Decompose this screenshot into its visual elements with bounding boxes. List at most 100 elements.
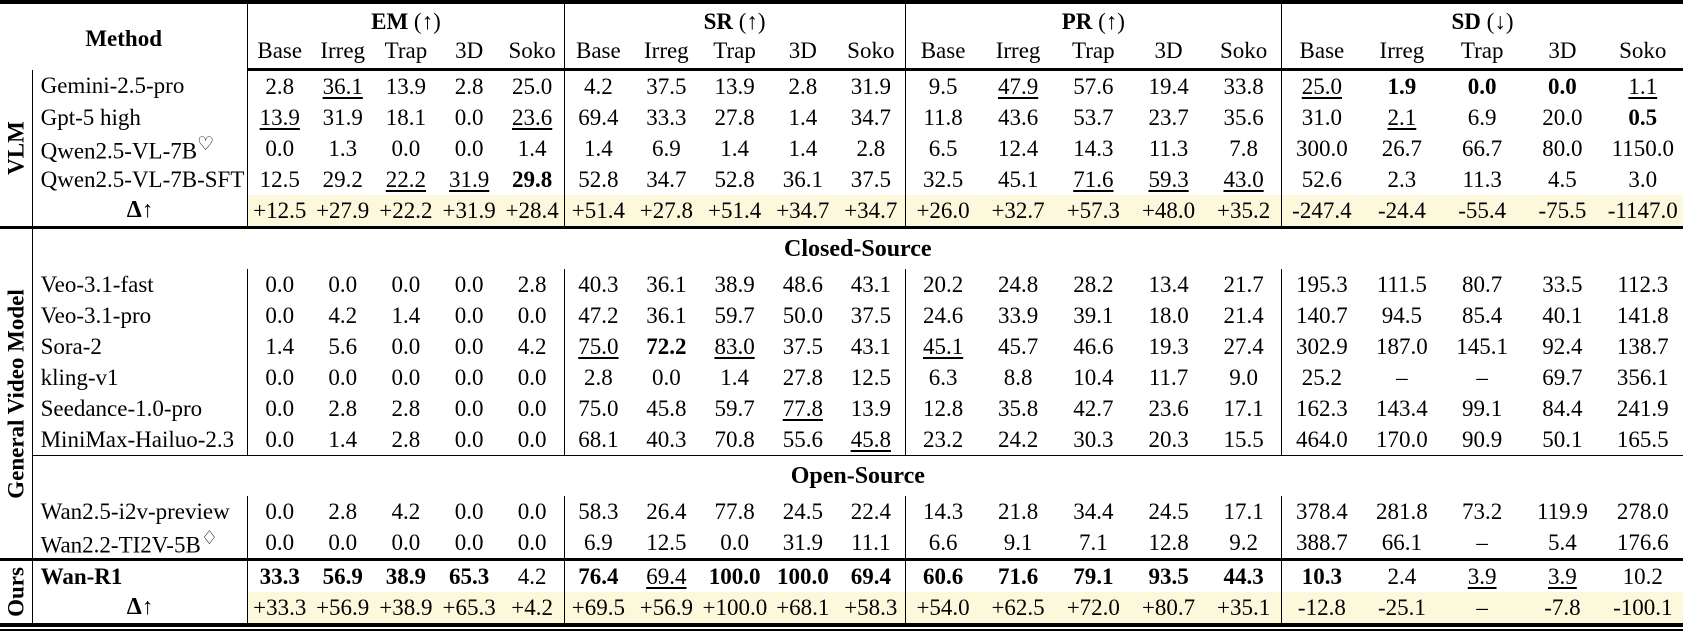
metric-cell: 388.7: [1280, 527, 1362, 560]
column-subheader-trap: Trap: [374, 36, 438, 71]
column-header-method: Method: [85, 25, 163, 51]
method-name: Veo-3.1-fast: [40, 271, 154, 297]
table-row: kling-v1 0.0 0.0 0.0 0.0 0.0 2.8 0.0 1.4 27.8 12.5…: [0, 362, 1683, 393]
metric-cell: 1.4: [247, 331, 312, 362]
metric-cell: 138.7: [1616, 333, 1669, 359]
metric-cell: 6.3: [904, 362, 981, 393]
section-vlm: VLM Gemini-2.5-pro 2.8 36.1 13.9 2.8 25.0 4.2 37…: [0, 69, 1683, 228]
metric-cell: 31.9: [449, 166, 490, 192]
metric-cell: 100.0: [700, 558, 769, 592]
metric-cell: 4.2: [328, 302, 358, 328]
metric-cell: 58.3: [563, 496, 633, 527]
metric-cell: 0.0: [517, 498, 547, 524]
metric-cell: 0.0: [517, 529, 547, 555]
metric-cell: 1.4: [391, 302, 421, 328]
metric-cell: 43.0: [1223, 166, 1264, 192]
metric-cell: 26.7: [1381, 135, 1423, 161]
metric-cell: 0.0: [517, 364, 547, 390]
metric-cell: 9.2: [1229, 529, 1258, 555]
metric-cell: 35.6: [1223, 104, 1264, 130]
metric-cell: +22.2: [374, 195, 438, 228]
metric-cell: 46.6: [1073, 333, 1114, 359]
metric-cell: +56.9: [311, 592, 375, 625]
metric-cell: +27.9: [311, 195, 375, 228]
metric-cell: 300.0: [1280, 133, 1362, 164]
metric-cell: 75.0: [563, 331, 633, 362]
metric-cell: 25.0: [512, 73, 553, 99]
metric-cell: 162.3: [1280, 393, 1362, 424]
table-header: Method EM (↑) SR (↑) PR (↑) SD (↓) Base I…: [0, 2, 1683, 71]
metric-cell: 12.8: [904, 393, 981, 424]
table-row: Seedance-1.0-pro 0.0 2.8 2.8 0.0 0.0 75.0 45.8 5…: [0, 393, 1683, 424]
column-subheader-base: Base: [904, 36, 981, 71]
metric-cell: 6.6: [904, 527, 981, 560]
metric-cell: 57.6: [1073, 73, 1114, 99]
metric-cell: 1.4: [788, 135, 818, 161]
metric-cell: 15.5: [1223, 426, 1264, 452]
metric-cell: +62.5: [980, 592, 1056, 625]
metric-cell: +34.7: [836, 195, 906, 228]
group-direction: (↓): [1486, 8, 1514, 34]
delta-row: Δ↑ +12.5 +27.9 +22.2 +31.9 +28.4 +51.4 +27.8 +51…: [0, 195, 1683, 228]
table-row: Wan2.5-i2v-preview 0.0 2.8 4.2 0.0 0.0 58.3 26.…: [0, 496, 1683, 527]
metric-cell: -75.5: [1522, 195, 1603, 228]
metric-cell: +12.5: [247, 195, 312, 228]
metric-cell: 119.9: [1536, 498, 1588, 524]
metric-cell: 24.5: [1148, 498, 1189, 524]
metric-cell: 45.1: [997, 166, 1039, 192]
method-name: Veo-3.1-pro: [40, 302, 152, 328]
metric-cell: -55.4: [1442, 195, 1523, 228]
metric-cell: 0.0: [391, 271, 421, 297]
metric-cell: +100.0: [700, 592, 769, 625]
metric-cell: 2.8: [563, 362, 633, 393]
metric-cell: 0.0: [247, 300, 312, 331]
metric-cell: 0.0: [247, 362, 312, 393]
metric-cell: +68.1: [768, 592, 837, 625]
metric-cell: 68.1: [563, 424, 633, 456]
section-general-video-model: General Video Model Closed-Source Veo-3.1-…: [0, 226, 1683, 560]
metric-cell: 69.7: [1542, 364, 1583, 390]
metric-cell: 36.1: [646, 302, 687, 328]
metric-cell: 72.2: [646, 333, 687, 359]
metric-cell: 53.7: [1073, 104, 1114, 130]
metric-cell: 13.9: [385, 73, 427, 99]
metric-cell: 111.5: [1376, 271, 1427, 297]
metric-cell: 50.0: [782, 302, 823, 328]
metric-cell: 33.3: [247, 558, 312, 592]
column-subheader-base: Base: [247, 36, 312, 71]
metric-cell: 13.4: [1148, 271, 1189, 297]
metric-cell: 24.2: [997, 426, 1039, 452]
group-header-row: Method EM (↑) SR (↑) PR (↑) SD (↓): [0, 2, 1683, 51]
metric-cell: 83.0: [714, 333, 755, 359]
metric-cell: 79.1: [1055, 558, 1131, 592]
metric-cell: 99.1: [1462, 395, 1503, 421]
metric-cell: 77.8: [782, 395, 823, 421]
metric-cell: 4.2: [563, 69, 633, 102]
metric-cell: 36.1: [782, 166, 823, 192]
column-subheader-trap: Trap: [1055, 36, 1131, 71]
metric-cell: 29.2: [322, 166, 363, 192]
method-name: Sora-2: [40, 333, 102, 359]
metric-cell: 0.0: [247, 393, 312, 424]
metric-cell: 3.0: [1628, 166, 1658, 192]
metric-cell: 145.1: [1456, 333, 1509, 359]
metric-cell: 6.9: [651, 135, 681, 161]
metric-cell: 12.8: [1148, 529, 1189, 555]
metric-cell: 33.8: [1223, 73, 1264, 99]
metric-cell: 9.5: [904, 69, 981, 102]
metric-cell: 19.3: [1148, 333, 1189, 359]
metric-cell: 94.5: [1381, 302, 1423, 328]
column-subheader-trap: Trap: [1442, 36, 1523, 71]
method-name: Qwen2.5-VL-7B♡: [40, 133, 215, 164]
metric-cell: 60.6: [904, 558, 981, 592]
metric-cell: 40.1: [1542, 302, 1583, 328]
metric-cell: +80.7: [1130, 592, 1207, 625]
section-header-row: Open-Source: [0, 455, 1683, 496]
metric-cell: 52.8: [563, 164, 633, 195]
table-row: Veo-3.1-fast 0.0 0.0 0.0 0.0 2.8 40.3 36.1 38.9 4…: [0, 269, 1683, 300]
metric-cell: 29.8: [512, 166, 553, 192]
metric-cell: 143.4: [1376, 395, 1428, 421]
table-row: Gpt-5 high 13.9 31.9 18.1 0.0 23.6 69.4 33.3 27.…: [0, 102, 1683, 133]
metric-cell: 24.8: [997, 271, 1039, 297]
metric-cell: 12.5: [850, 364, 891, 390]
